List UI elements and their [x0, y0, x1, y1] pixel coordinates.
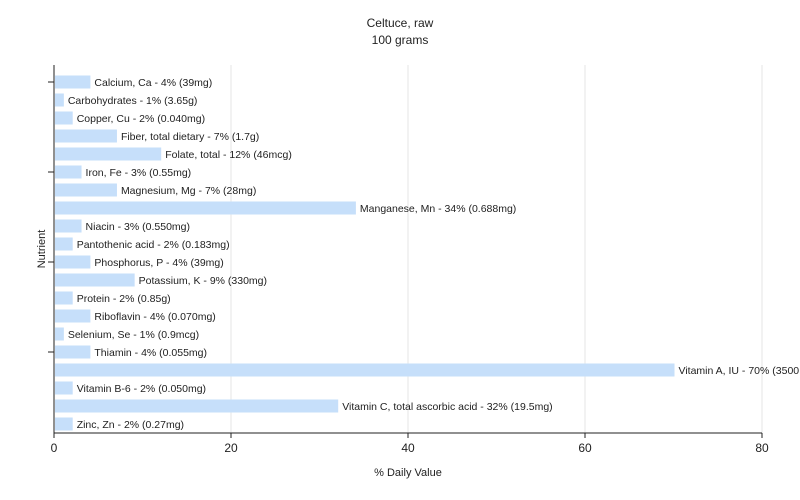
bar-label: Riboflavin - 4% (0.070mg): [94, 311, 215, 323]
bar: [55, 237, 73, 251]
bar: [55, 183, 117, 197]
bar-label: Niacin - 3% (0.550mg): [86, 221, 190, 233]
x-axis-label: % Daily Value: [374, 467, 442, 479]
bar: [55, 93, 64, 107]
bar: [55, 273, 135, 287]
bar: [55, 381, 73, 395]
bar-label: Pantothenic acid - 2% (0.183mg): [77, 239, 230, 251]
bar: [55, 399, 339, 413]
bar: [55, 147, 162, 161]
bar: [55, 129, 117, 143]
x-tick-label: 20: [224, 441, 238, 455]
x-tick-label: 80: [755, 441, 769, 455]
bar-label: Vitamin B-6 - 2% (0.050mg): [77, 383, 206, 395]
x-tick-label: 60: [578, 441, 592, 455]
bar-label: Thiamin - 4% (0.055mg): [94, 347, 207, 359]
bars: Calcium, Ca - 4% (39mg) Carbohydrates - 1…: [55, 75, 800, 431]
gridlines: [230, 65, 763, 433]
bar-label: Phosphorus, P - 4% (39mg): [94, 257, 223, 269]
bar-label: Magnesium, Mg - 7% (28mg): [121, 185, 256, 197]
bar: [55, 219, 82, 233]
bar: [55, 111, 73, 125]
bar-label: Selenium, Se - 1% (0.9mcg): [68, 329, 199, 341]
bar: [55, 165, 82, 179]
bar-label: Vitamin C, total ascorbic acid - 32% (19…: [342, 401, 552, 413]
axes: 0 20 40 60 80: [48, 65, 769, 455]
bar-label: Calcium, Ca - 4% (39mg): [94, 77, 212, 89]
bar-label: Protein - 2% (0.85g): [77, 293, 171, 305]
x-tick-label: 40: [401, 441, 415, 455]
bar-label: Manganese, Mn - 34% (0.688mg): [360, 203, 516, 215]
bar-label: Zinc, Zn - 2% (0.27mg): [77, 419, 184, 431]
bar-label: Copper, Cu - 2% (0.040mg): [77, 113, 205, 125]
bar: [55, 345, 91, 359]
bar: [55, 255, 91, 269]
bar: [55, 201, 356, 215]
bar-label: Iron, Fe - 3% (0.55mg): [86, 167, 192, 179]
bar: [55, 327, 64, 341]
chart-title: Celtuce, raw: [367, 16, 434, 30]
bar: [55, 309, 91, 323]
bar-label: Carbohydrates - 1% (3.65g): [68, 95, 198, 107]
bar: [55, 417, 73, 431]
bar-label: Potassium, K - 9% (330mg): [139, 275, 267, 287]
x-tick-label: 0: [51, 441, 58, 455]
bar: [55, 291, 73, 305]
y-axis-label: Nutrient: [36, 230, 48, 269]
bar: [55, 363, 675, 377]
bar-label: Fiber, total dietary - 7% (1.7g): [121, 131, 259, 143]
bar: [55, 75, 91, 89]
chart-subtitle: 100 grams: [372, 33, 429, 47]
bar-label: Vitamin A, IU - 70% (3500IU): [679, 365, 800, 377]
bar-label: Folate, total - 12% (46mcg): [165, 149, 292, 161]
